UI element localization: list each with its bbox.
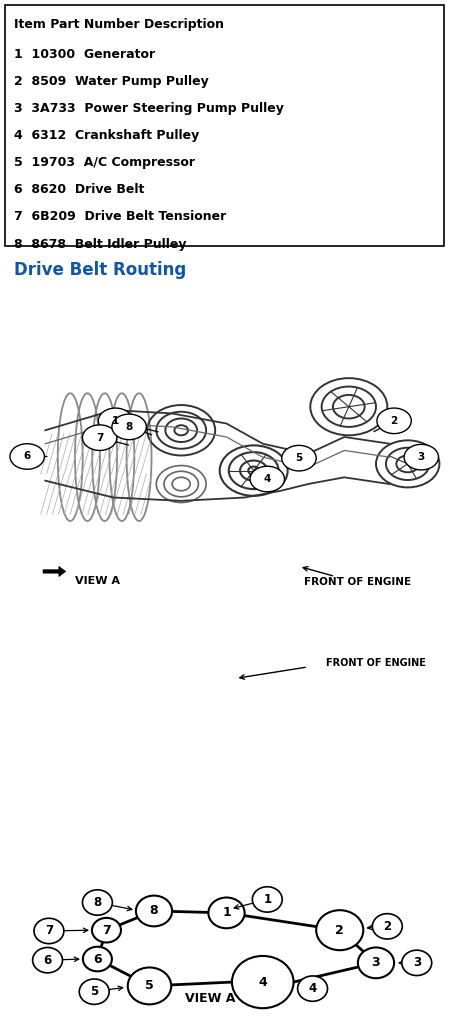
Circle shape: [79, 979, 109, 1004]
Circle shape: [82, 890, 112, 915]
Text: 4  6312  Crankshaft Pulley: 4 6312 Crankshaft Pulley: [14, 129, 199, 142]
Circle shape: [377, 408, 411, 434]
Circle shape: [298, 976, 328, 1001]
Text: 8: 8: [149, 904, 159, 917]
Text: 2: 2: [383, 919, 391, 933]
Circle shape: [372, 913, 402, 939]
Circle shape: [316, 910, 363, 950]
Text: Drive Belt Routing: Drive Belt Routing: [14, 260, 186, 279]
Text: 1: 1: [263, 893, 271, 906]
Text: FRONT OF ENGINE: FRONT OF ENGINE: [304, 576, 411, 586]
Circle shape: [10, 444, 44, 469]
Text: 4: 4: [258, 976, 267, 988]
Text: 2: 2: [335, 924, 344, 937]
Text: 5: 5: [90, 985, 98, 998]
Text: VIEW A: VIEW A: [185, 992, 236, 1006]
Circle shape: [128, 968, 171, 1004]
Circle shape: [34, 918, 64, 944]
Circle shape: [282, 446, 316, 470]
Text: 8: 8: [125, 422, 133, 432]
Circle shape: [232, 956, 294, 1009]
Circle shape: [33, 947, 63, 973]
Polygon shape: [43, 567, 66, 576]
Circle shape: [252, 887, 282, 912]
Text: 4: 4: [264, 474, 271, 484]
Text: 2: 2: [390, 416, 398, 425]
Text: FRONT OF ENGINE: FRONT OF ENGINE: [326, 658, 426, 668]
Text: 5: 5: [295, 453, 303, 463]
Circle shape: [82, 425, 117, 450]
Text: 3: 3: [418, 452, 425, 462]
Text: Item Part Number Description: Item Part Number Description: [14, 17, 224, 31]
Circle shape: [250, 466, 284, 492]
Text: 8: 8: [93, 896, 101, 909]
Text: 7: 7: [45, 925, 53, 938]
Text: 6: 6: [24, 451, 31, 461]
Text: 6: 6: [43, 953, 52, 967]
Text: 7: 7: [102, 924, 111, 937]
Text: 3: 3: [413, 956, 421, 970]
Circle shape: [402, 950, 432, 976]
Text: 1: 1: [222, 906, 231, 919]
Text: VIEW A: VIEW A: [75, 576, 120, 586]
FancyBboxPatch shape: [5, 5, 444, 246]
Text: 6  8620  Drive Belt: 6 8620 Drive Belt: [14, 183, 144, 197]
Circle shape: [92, 918, 121, 943]
Circle shape: [404, 445, 439, 469]
Text: 3  3A733  Power Steering Pump Pulley: 3 3A733 Power Steering Pump Pulley: [14, 101, 284, 115]
Circle shape: [98, 408, 133, 434]
Text: 8  8678  Belt Idler Pulley: 8 8678 Belt Idler Pulley: [14, 238, 186, 250]
Circle shape: [136, 896, 172, 927]
Text: 1: 1: [112, 416, 119, 425]
Circle shape: [83, 947, 112, 972]
Text: 2  8509  Water Pump Pulley: 2 8509 Water Pump Pulley: [14, 75, 208, 88]
Circle shape: [358, 947, 394, 978]
Circle shape: [112, 414, 146, 440]
Text: 7  6B209  Drive Belt Tensioner: 7 6B209 Drive Belt Tensioner: [14, 210, 226, 223]
Text: 5: 5: [145, 980, 154, 992]
Text: 5  19703  A/C Compressor: 5 19703 A/C Compressor: [14, 156, 195, 169]
Text: 3: 3: [371, 956, 381, 970]
Text: 1  10300  Generator: 1 10300 Generator: [14, 48, 155, 60]
Text: 6: 6: [93, 952, 102, 966]
Text: 4: 4: [308, 982, 317, 995]
Text: 7: 7: [96, 433, 103, 443]
Circle shape: [208, 898, 245, 929]
